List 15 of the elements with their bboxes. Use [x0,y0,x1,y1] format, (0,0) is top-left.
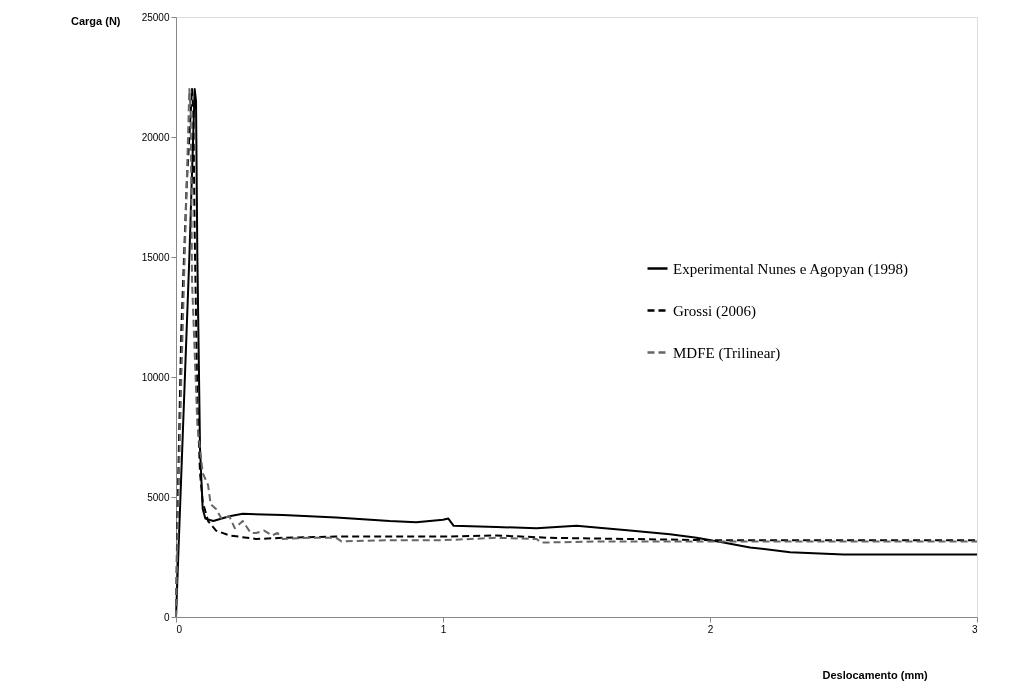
y-tick-label: 5000 [147,491,170,503]
x-tick-label: 2 [707,623,714,635]
x-axis-title: Deslocamento (mm) [822,668,928,681]
y-tick-label: 15000 [141,251,170,263]
x-tick-label: 1 [440,623,447,635]
legend-label: Grossi (2006) [673,302,756,320]
y-tick-label: 0 [163,611,170,623]
legend-label: Experimental Nunes e Agopyan (1998) [673,260,908,278]
y-tick-label: 20000 [141,131,170,143]
x-tick-label: 0 [176,623,183,635]
x-tick-label: 3 [971,623,978,635]
y-tick-label: 25000 [141,11,170,23]
y-tick-label: 10000 [141,371,170,383]
legend-label: MDFE (Trilinear) [673,344,781,362]
y-axis-title: Carga (N) [70,14,121,27]
